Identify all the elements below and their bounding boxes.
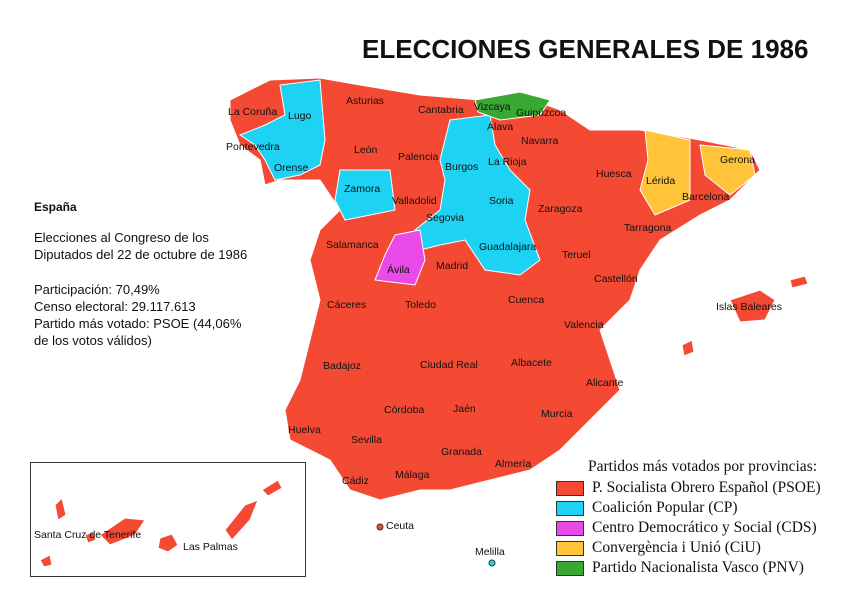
province-label: Murcia xyxy=(541,408,573,420)
province-label: Castellón xyxy=(594,273,638,285)
legend-swatch xyxy=(556,540,584,556)
info-winner-cont: de los votos válidos) xyxy=(34,333,152,348)
province-label: Segovia xyxy=(426,212,464,224)
legend-swatch xyxy=(556,500,584,516)
region-zamora-cp xyxy=(334,169,396,221)
region-gerona-ciu xyxy=(699,144,756,196)
island-la-palma xyxy=(54,497,67,521)
island-lanzarote xyxy=(261,479,283,497)
island-tenerife xyxy=(99,517,146,546)
info-census: Censo electoral: 29.117.613 xyxy=(34,299,196,314)
region-castilla-cp xyxy=(414,114,541,276)
province-label: Gerona xyxy=(720,154,756,166)
province-label: Navarra xyxy=(521,135,559,147)
region-lerida-ciu xyxy=(639,129,691,216)
region-galicia-cp xyxy=(238,79,326,181)
province-label: Badajoz xyxy=(323,360,361,372)
province-label: La Coruña xyxy=(228,106,278,118)
province-label: Salamanca xyxy=(326,239,379,251)
island-gran-canaria xyxy=(157,533,179,553)
province-label: Huesca xyxy=(596,168,632,180)
legend-item-pnv: Partido Nacionalista Vasco (PNV) xyxy=(556,558,821,578)
island-menorca xyxy=(789,275,809,289)
canary-islands-inset xyxy=(30,462,306,577)
province-label: Zamora xyxy=(344,183,381,195)
legend-label: Centro Democrático y Social (CDS) xyxy=(592,519,817,536)
province-label: Lugo xyxy=(288,110,312,122)
province-label: Cuenca xyxy=(508,294,545,306)
legend: Partidos más votados por provincias: P. … xyxy=(556,458,821,578)
province-label: Teruel xyxy=(562,249,591,261)
island-fuerteventura xyxy=(224,499,259,541)
province-label: Tarragona xyxy=(624,222,672,234)
province-label: Zaragoza xyxy=(538,203,583,215)
info-line2: Diputados del 22 de octubre de 1986 xyxy=(34,247,248,262)
province-label: Sevilla xyxy=(351,434,382,446)
island-la-gomera xyxy=(84,531,97,544)
info-line1: Elecciones al Congreso de los xyxy=(34,230,209,245)
legend-label: P. Socialista Obrero Español (PSOE) xyxy=(592,479,821,496)
province-label: Guadalajara xyxy=(479,241,537,253)
province-label: Guipúzcoa xyxy=(516,107,567,119)
province-label: Ávila xyxy=(387,264,410,276)
legend-label: Convergència i Unió (CiU) xyxy=(592,539,761,556)
island-ibiza xyxy=(681,339,695,357)
island-mallorca xyxy=(729,289,776,323)
province-label: Orense xyxy=(274,162,309,174)
island-el-hierro xyxy=(39,554,53,568)
province-label: Lérida xyxy=(646,175,676,187)
legend-item-cds: Centro Democrático y Social (CDS) xyxy=(556,518,821,538)
region-basque-pnv xyxy=(474,91,551,121)
legend-item-cp: Coalición Popular (CP) xyxy=(556,498,821,518)
province-label: Asturias xyxy=(346,95,384,107)
region-avila-cds xyxy=(374,229,426,286)
province-label: La Rioja xyxy=(488,156,527,168)
province-label: Albacete xyxy=(511,357,552,369)
legend-swatch xyxy=(556,480,584,496)
province-label: Valladolid xyxy=(392,195,437,207)
province-label: Palencia xyxy=(398,151,439,163)
province-label: Islas Baleares xyxy=(716,301,782,313)
province-label: Ciudad Real xyxy=(420,359,478,371)
legend-swatch xyxy=(556,520,584,536)
ceuta-marker xyxy=(376,523,384,531)
province-label: Almería xyxy=(495,458,532,470)
province-label: Soria xyxy=(489,195,514,207)
province-label: Ceuta xyxy=(386,520,415,532)
province-label: Málaga xyxy=(395,469,430,481)
province-label: Pontevedra xyxy=(226,141,280,153)
legend-item-psoe: P. Socialista Obrero Español (PSOE) xyxy=(556,478,821,498)
province-label: Jaén xyxy=(453,403,476,415)
province-label: Madrid xyxy=(436,260,469,272)
province-label: Toledo xyxy=(405,299,436,311)
province-label: Cantabria xyxy=(418,104,464,116)
legend-label: Coalición Popular (CP) xyxy=(592,499,738,516)
province-label: Barcelona xyxy=(682,191,730,203)
province-label: Vizcaya xyxy=(474,101,511,113)
province-label: Las Palmas xyxy=(183,541,238,553)
info-country: España xyxy=(34,200,77,214)
province-label: Valencia xyxy=(564,319,604,331)
info-winner: Partido más votado: PSOE (44,06% xyxy=(34,316,242,331)
province-label: Granada xyxy=(441,446,482,458)
legend-item-ciu: Convergència i Unió (CiU) xyxy=(556,538,821,558)
province-label: Cádiz xyxy=(342,475,369,487)
legend-swatch xyxy=(556,560,584,576)
province-label: Álava xyxy=(487,121,514,133)
province-label: Melilla xyxy=(475,546,505,558)
legend-label: Partido Nacionalista Vasco (PNV) xyxy=(592,559,804,576)
province-label: Cáceres xyxy=(327,299,367,311)
map-title: ELECCIONES GENERALES DE 1986 xyxy=(362,34,809,64)
legend-title: Partidos más votados por provincias: xyxy=(588,458,818,475)
province-label: Córdoba xyxy=(384,404,425,416)
melilla-marker xyxy=(488,559,496,567)
info-participation: Participación: 70,49% xyxy=(34,282,160,297)
province-label: León xyxy=(354,144,378,156)
province-label: Burgos xyxy=(445,161,479,173)
province-label: Alicante xyxy=(586,377,624,389)
province-label: Santa Cruz de Tenerife xyxy=(34,529,142,541)
province-label: Huelva xyxy=(288,424,321,436)
